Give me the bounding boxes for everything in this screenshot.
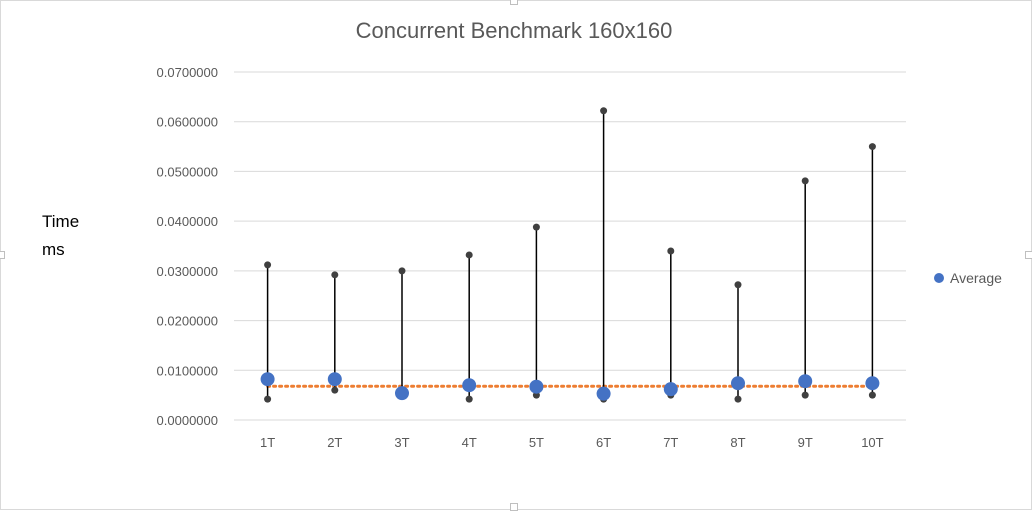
legend-marker-average — [934, 273, 944, 283]
x-tick-label: 3T — [394, 435, 409, 450]
min-point — [868, 391, 876, 399]
y-tick-label: 0.0500000 — [157, 164, 218, 179]
resize-handle-right[interactable] — [1025, 251, 1032, 259]
resize-handle-left[interactable] — [0, 251, 5, 259]
y-tick-label: 0.0200000 — [157, 314, 218, 329]
x-tick-label: 10T — [861, 435, 883, 450]
x-tick-label: 6T — [596, 435, 611, 450]
max-point — [600, 107, 608, 115]
min-point — [331, 386, 339, 394]
max-point — [398, 267, 406, 275]
max-point — [667, 247, 675, 255]
min-point — [264, 395, 272, 403]
average-point — [596, 386, 611, 401]
y-tick-label: 0.0300000 — [157, 264, 218, 279]
y-tick-label: 0.0000000 — [157, 413, 218, 428]
max-point — [801, 177, 809, 185]
average-point — [865, 376, 880, 391]
average-points — [260, 372, 880, 401]
average-point — [395, 386, 409, 401]
min-point — [734, 395, 742, 403]
x-axis-ticks: 1T 2T 3T 4T 5T 6T 7T 8T 9T 10T — [260, 435, 884, 450]
x-tick-label: 2T — [327, 435, 342, 450]
average-point — [260, 372, 275, 387]
min-max-ranges — [264, 107, 876, 403]
average-point — [327, 372, 342, 387]
average-point — [798, 374, 813, 389]
max-point — [465, 251, 473, 259]
y-axis-label-line-1: Time — [42, 212, 79, 231]
max-point — [868, 143, 876, 151]
max-point — [331, 271, 339, 279]
x-tick-label: 7T — [663, 435, 678, 450]
x-tick-label: 8T — [730, 435, 745, 450]
min-point — [465, 395, 473, 403]
average-point — [529, 379, 544, 394]
average-point — [731, 376, 745, 391]
min-point — [801, 391, 809, 399]
resize-handle-top[interactable] — [510, 0, 518, 5]
y-tick-label: 0.0700000 — [157, 65, 218, 80]
legend-label-average: Average — [950, 270, 1002, 286]
average-point — [663, 382, 678, 397]
legend: Average — [934, 270, 1002, 286]
x-tick-label: 5T — [529, 435, 544, 450]
gridlines — [234, 71, 906, 421]
y-tick-label: 0.0400000 — [157, 214, 218, 229]
y-tick-label: 0.0600000 — [157, 115, 218, 130]
x-tick-label: 1T — [260, 435, 275, 450]
average-point — [462, 378, 477, 393]
y-tick-label: 0.0100000 — [157, 363, 218, 378]
y-axis-ticks: 0.0000000 0.0100000 0.0200000 0.0300000 0.04… — [157, 65, 218, 428]
max-point — [264, 261, 272, 269]
x-tick-label: 4T — [462, 435, 477, 450]
y-axis-label-line-2: ms — [42, 240, 65, 259]
max-point — [532, 223, 540, 231]
chart-title: Concurrent Benchmark 160x160 — [356, 18, 673, 43]
max-point — [734, 281, 742, 289]
x-tick-label: 9T — [798, 435, 813, 450]
